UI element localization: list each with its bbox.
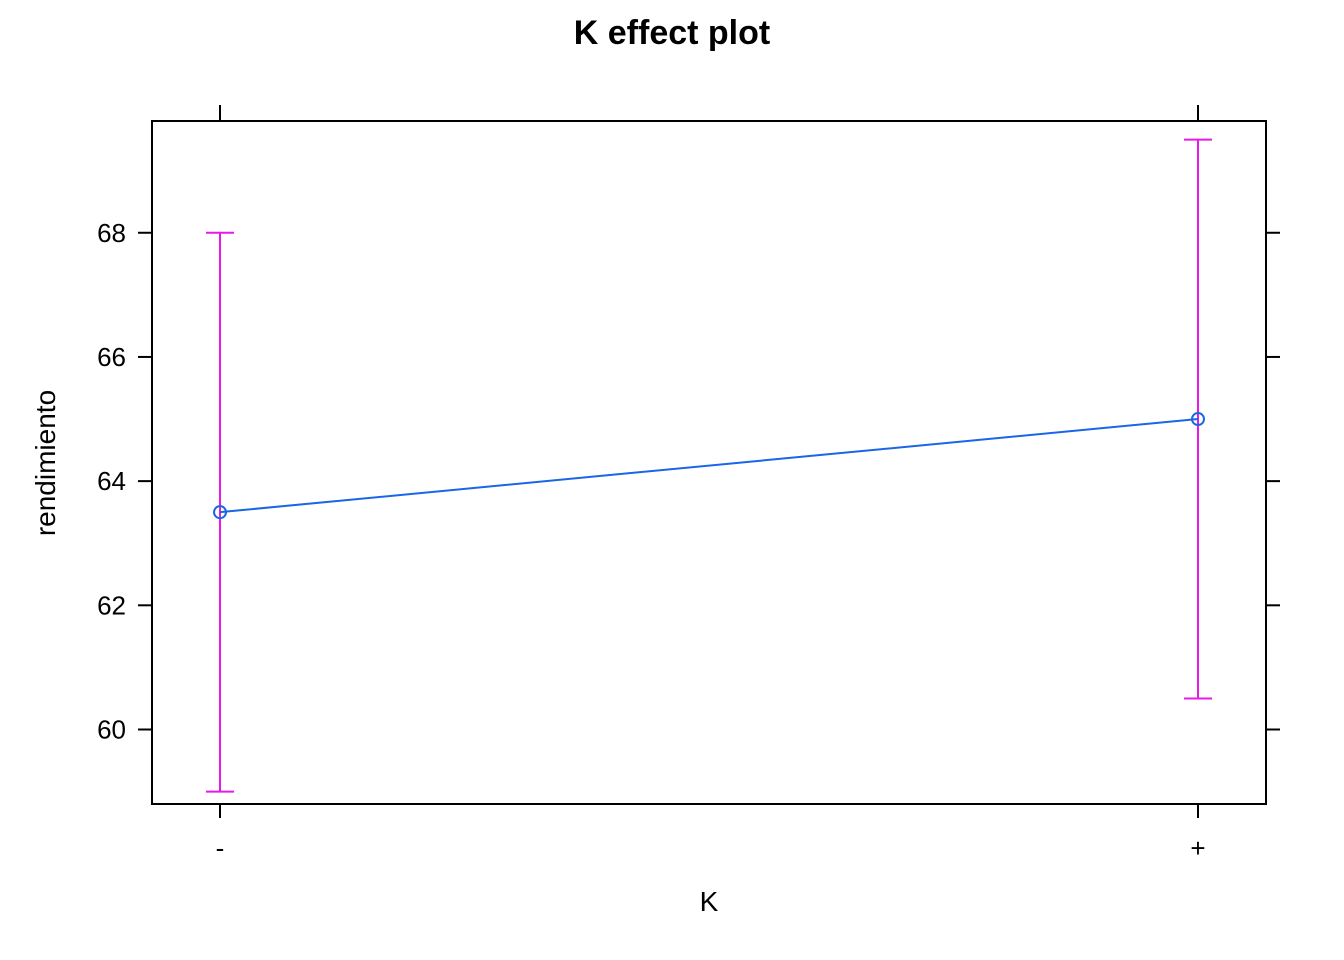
y-tick-label: 66 — [97, 342, 126, 372]
y-tick-label: 68 — [97, 218, 126, 248]
x-tick-label: + — [1190, 833, 1205, 863]
chart-title: K effect plot — [574, 14, 770, 52]
y-tick-label: 64 — [97, 466, 126, 496]
y-tick-label: 60 — [97, 714, 126, 744]
plot-frame — [151, 120, 1267, 805]
x-axis-label: K — [700, 886, 719, 917]
y-tick-label: 62 — [97, 590, 126, 620]
x-axis: - + — [216, 105, 1206, 863]
series-line — [219, 418, 1199, 514]
data-point — [1191, 412, 1205, 427]
series — [213, 412, 1205, 520]
x-tick-label: - — [216, 833, 225, 863]
y-axis: 60 62 64 66 68 — [97, 218, 1280, 744]
data-point — [213, 505, 227, 520]
y-axis-label: rendimiento — [30, 390, 61, 536]
